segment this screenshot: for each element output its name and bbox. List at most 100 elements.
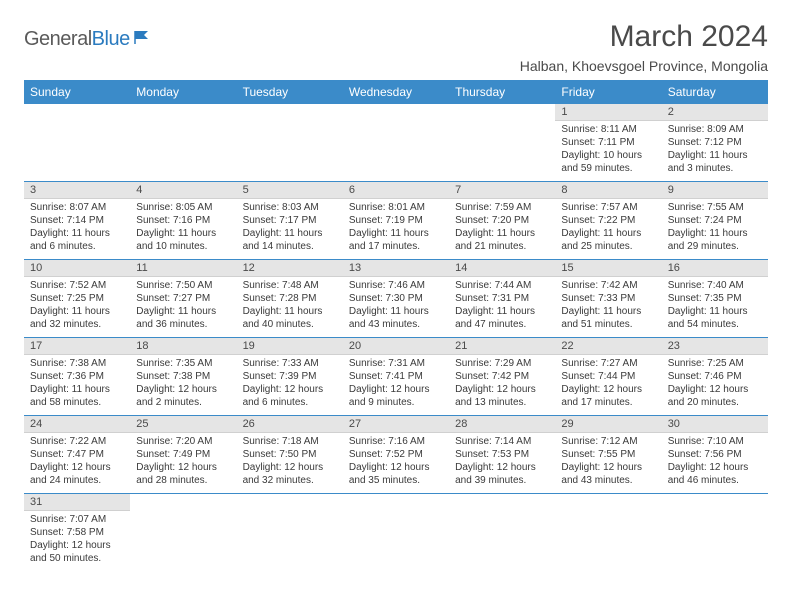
calendar-cell bbox=[130, 104, 236, 182]
sunrise-text: Sunrise: 7:22 AM bbox=[30, 435, 124, 448]
sunset-text: Sunset: 7:47 PM bbox=[30, 448, 124, 461]
title-block: March 2024 Halban, Khoevsgoel Province, … bbox=[520, 20, 768, 74]
day-number: 20 bbox=[343, 338, 449, 355]
calendar-cell: 24Sunrise: 7:22 AMSunset: 7:47 PMDayligh… bbox=[24, 416, 130, 494]
calendar-cell: 25Sunrise: 7:20 AMSunset: 7:49 PMDayligh… bbox=[130, 416, 236, 494]
weekday-header: Saturday bbox=[662, 80, 768, 104]
day-number: 21 bbox=[449, 338, 555, 355]
sunrise-text: Sunrise: 7:07 AM bbox=[30, 513, 124, 526]
day-body: Sunrise: 8:05 AMSunset: 7:16 PMDaylight:… bbox=[130, 199, 236, 259]
daylight-text: Daylight: 12 hours and 43 minutes. bbox=[561, 461, 655, 487]
daylight-text: Daylight: 11 hours and 47 minutes. bbox=[455, 305, 549, 331]
sunset-text: Sunset: 7:20 PM bbox=[455, 214, 549, 227]
sunset-text: Sunset: 7:24 PM bbox=[668, 214, 762, 227]
daylight-text: Daylight: 11 hours and 43 minutes. bbox=[349, 305, 443, 331]
day-body: Sunrise: 7:59 AMSunset: 7:20 PMDaylight:… bbox=[449, 199, 555, 259]
day-body: Sunrise: 8:11 AMSunset: 7:11 PMDaylight:… bbox=[555, 121, 661, 181]
sunrise-text: Sunrise: 7:46 AM bbox=[349, 279, 443, 292]
calendar-row: 31Sunrise: 7:07 AMSunset: 7:58 PMDayligh… bbox=[24, 494, 768, 572]
sunset-text: Sunset: 7:27 PM bbox=[136, 292, 230, 305]
calendar-row: 3Sunrise: 8:07 AMSunset: 7:14 PMDaylight… bbox=[24, 182, 768, 260]
day-number: 30 bbox=[662, 416, 768, 433]
day-body: Sunrise: 7:38 AMSunset: 7:36 PMDaylight:… bbox=[24, 355, 130, 415]
day-body: Sunrise: 8:03 AMSunset: 7:17 PMDaylight:… bbox=[237, 199, 343, 259]
day-body bbox=[237, 498, 343, 548]
day-number: 16 bbox=[662, 260, 768, 277]
calendar-cell: 1Sunrise: 8:11 AMSunset: 7:11 PMDaylight… bbox=[555, 104, 661, 182]
weekday-header: Sunday bbox=[24, 80, 130, 104]
day-body: Sunrise: 7:25 AMSunset: 7:46 PMDaylight:… bbox=[662, 355, 768, 415]
calendar-cell: 14Sunrise: 7:44 AMSunset: 7:31 PMDayligh… bbox=[449, 260, 555, 338]
sunrise-text: Sunrise: 7:27 AM bbox=[561, 357, 655, 370]
calendar-cell: 23Sunrise: 7:25 AMSunset: 7:46 PMDayligh… bbox=[662, 338, 768, 416]
calendar-cell: 4Sunrise: 8:05 AMSunset: 7:16 PMDaylight… bbox=[130, 182, 236, 260]
sunset-text: Sunset: 7:55 PM bbox=[561, 448, 655, 461]
logo-word-1: General bbox=[24, 28, 92, 50]
day-number: 19 bbox=[237, 338, 343, 355]
day-body bbox=[555, 498, 661, 548]
calendar-cell: 8Sunrise: 7:57 AMSunset: 7:22 PMDaylight… bbox=[555, 182, 661, 260]
day-body: Sunrise: 7:57 AMSunset: 7:22 PMDaylight:… bbox=[555, 199, 661, 259]
daylight-text: Daylight: 12 hours and 20 minutes. bbox=[668, 383, 762, 409]
calendar-row: 24Sunrise: 7:22 AMSunset: 7:47 PMDayligh… bbox=[24, 416, 768, 494]
daylight-text: Daylight: 12 hours and 39 minutes. bbox=[455, 461, 549, 487]
calendar-cell: 27Sunrise: 7:16 AMSunset: 7:52 PMDayligh… bbox=[343, 416, 449, 494]
header: GeneralBlue March 2024 Halban, Khoevsgoe… bbox=[24, 20, 768, 74]
sunset-text: Sunset: 7:31 PM bbox=[455, 292, 549, 305]
daylight-text: Daylight: 11 hours and 25 minutes. bbox=[561, 227, 655, 253]
flag-icon bbox=[134, 29, 156, 50]
day-body bbox=[449, 498, 555, 548]
calendar-cell: 29Sunrise: 7:12 AMSunset: 7:55 PMDayligh… bbox=[555, 416, 661, 494]
sunset-text: Sunset: 7:39 PM bbox=[243, 370, 337, 383]
daylight-text: Daylight: 11 hours and 10 minutes. bbox=[136, 227, 230, 253]
day-body bbox=[130, 498, 236, 548]
sunrise-text: Sunrise: 7:48 AM bbox=[243, 279, 337, 292]
daylight-text: Daylight: 11 hours and 54 minutes. bbox=[668, 305, 762, 331]
weekday-header: Monday bbox=[130, 80, 236, 104]
sunrise-text: Sunrise: 7:18 AM bbox=[243, 435, 337, 448]
calendar-cell bbox=[24, 104, 130, 182]
calendar-cell: 2Sunrise: 8:09 AMSunset: 7:12 PMDaylight… bbox=[662, 104, 768, 182]
weekday-header-row: Sunday Monday Tuesday Wednesday Thursday… bbox=[24, 80, 768, 104]
calendar-cell: 12Sunrise: 7:48 AMSunset: 7:28 PMDayligh… bbox=[237, 260, 343, 338]
day-body: Sunrise: 7:33 AMSunset: 7:39 PMDaylight:… bbox=[237, 355, 343, 415]
day-body: Sunrise: 7:18 AMSunset: 7:50 PMDaylight:… bbox=[237, 433, 343, 493]
day-number: 14 bbox=[449, 260, 555, 277]
sunrise-text: Sunrise: 8:11 AM bbox=[561, 123, 655, 136]
sunrise-text: Sunrise: 7:20 AM bbox=[136, 435, 230, 448]
sunrise-text: Sunrise: 7:42 AM bbox=[561, 279, 655, 292]
sunrise-text: Sunrise: 7:33 AM bbox=[243, 357, 337, 370]
day-number: 27 bbox=[343, 416, 449, 433]
daylight-text: Daylight: 11 hours and 3 minutes. bbox=[668, 149, 762, 175]
page-title: March 2024 bbox=[520, 20, 768, 54]
sunset-text: Sunset: 7:35 PM bbox=[668, 292, 762, 305]
day-body: Sunrise: 7:48 AMSunset: 7:28 PMDaylight:… bbox=[237, 277, 343, 337]
page: GeneralBlue March 2024 Halban, Khoevsgoe… bbox=[0, 0, 792, 591]
calendar-cell: 9Sunrise: 7:55 AMSunset: 7:24 PMDaylight… bbox=[662, 182, 768, 260]
page-subtitle: Halban, Khoevsgoel Province, Mongolia bbox=[520, 58, 768, 74]
sunrise-text: Sunrise: 8:01 AM bbox=[349, 201, 443, 214]
calendar-cell bbox=[130, 494, 236, 572]
sunrise-text: Sunrise: 7:31 AM bbox=[349, 357, 443, 370]
day-body bbox=[237, 108, 343, 158]
day-body: Sunrise: 7:12 AMSunset: 7:55 PMDaylight:… bbox=[555, 433, 661, 493]
calendar-row: 1Sunrise: 8:11 AMSunset: 7:11 PMDaylight… bbox=[24, 104, 768, 182]
sunset-text: Sunset: 7:33 PM bbox=[561, 292, 655, 305]
daylight-text: Daylight: 11 hours and 36 minutes. bbox=[136, 305, 230, 331]
day-body: Sunrise: 7:44 AMSunset: 7:31 PMDaylight:… bbox=[449, 277, 555, 337]
calendar-cell: 3Sunrise: 8:07 AMSunset: 7:14 PMDaylight… bbox=[24, 182, 130, 260]
daylight-text: Daylight: 11 hours and 58 minutes. bbox=[30, 383, 124, 409]
day-body: Sunrise: 7:16 AMSunset: 7:52 PMDaylight:… bbox=[343, 433, 449, 493]
weekday-header: Thursday bbox=[449, 80, 555, 104]
day-body: Sunrise: 7:29 AMSunset: 7:42 PMDaylight:… bbox=[449, 355, 555, 415]
day-body: Sunrise: 7:40 AMSunset: 7:35 PMDaylight:… bbox=[662, 277, 768, 337]
daylight-text: Daylight: 12 hours and 13 minutes. bbox=[455, 383, 549, 409]
sunset-text: Sunset: 7:42 PM bbox=[455, 370, 549, 383]
day-number: 9 bbox=[662, 182, 768, 199]
sunset-text: Sunset: 7:17 PM bbox=[243, 214, 337, 227]
logo-text: GeneralBlue bbox=[24, 28, 130, 51]
sunrise-text: Sunrise: 7:35 AM bbox=[136, 357, 230, 370]
sunrise-text: Sunrise: 7:40 AM bbox=[668, 279, 762, 292]
daylight-text: Daylight: 12 hours and 17 minutes. bbox=[561, 383, 655, 409]
calendar-row: 17Sunrise: 7:38 AMSunset: 7:36 PMDayligh… bbox=[24, 338, 768, 416]
